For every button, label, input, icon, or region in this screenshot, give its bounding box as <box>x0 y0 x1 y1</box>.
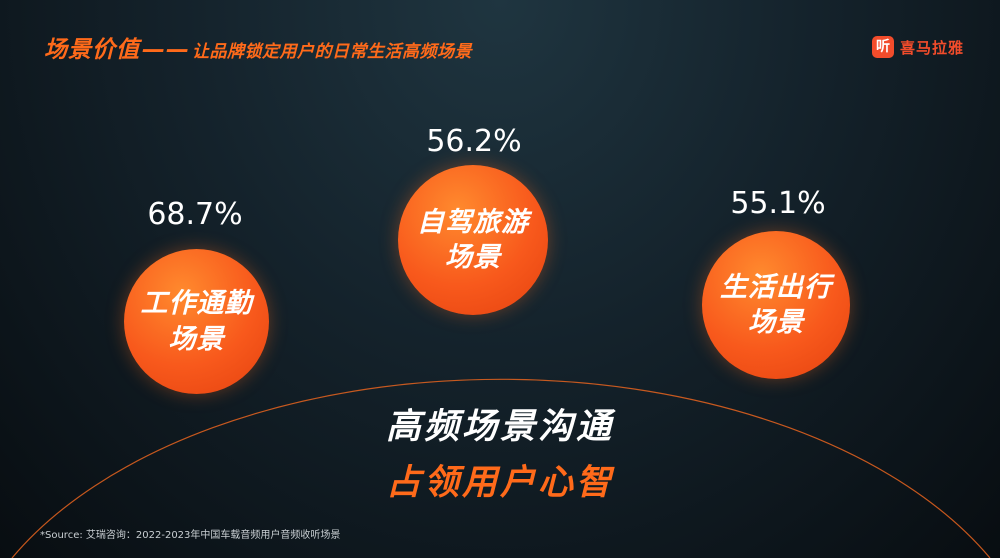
commute-percent: 68.7% <box>147 197 243 232</box>
scene-circle-roadtrip: 自驾旅游 场景 <box>398 165 548 315</box>
title-separator: —— <box>142 37 190 63</box>
scene-circle-commute: 工作通勤 场景 <box>124 249 269 394</box>
scene-label: 工作通勤 <box>140 288 253 320</box>
source-note: *Source: 艾瑞咨询：2022-2023年中国车载音频用户音频收听场景 <box>40 530 341 541</box>
listen-icon: 听 <box>871 36 894 58</box>
tagline-line1: 高频场景沟通 <box>385 407 614 447</box>
scene-label: 场景 <box>445 242 501 273</box>
page-title: 场景价值—— 让品牌锁定用户的日常生活高频场景 <box>44 30 472 64</box>
scene-label: 自驾旅游 <box>417 206 529 238</box>
scene-label: 生活出行 <box>720 271 832 303</box>
roadtrip-percent: 56.2% <box>426 124 522 159</box>
scene-label: 场景 <box>168 323 225 355</box>
scene-label: 场景 <box>748 307 804 338</box>
title-subtitle: 让品牌锁定用户的日常生活高频场景 <box>192 42 472 62</box>
brand-name: 喜马拉雅 <box>899 38 964 57</box>
daily-travel-percent: 55.1% <box>730 186 826 221</box>
scene-circle-daily-travel: 生活出行 场景 <box>702 231 850 379</box>
brand-logo: 听 喜马拉雅 <box>871 36 964 58</box>
tagline-line2: 占领用户心智 <box>385 463 614 503</box>
title-main: 场景价值 <box>44 37 140 63</box>
